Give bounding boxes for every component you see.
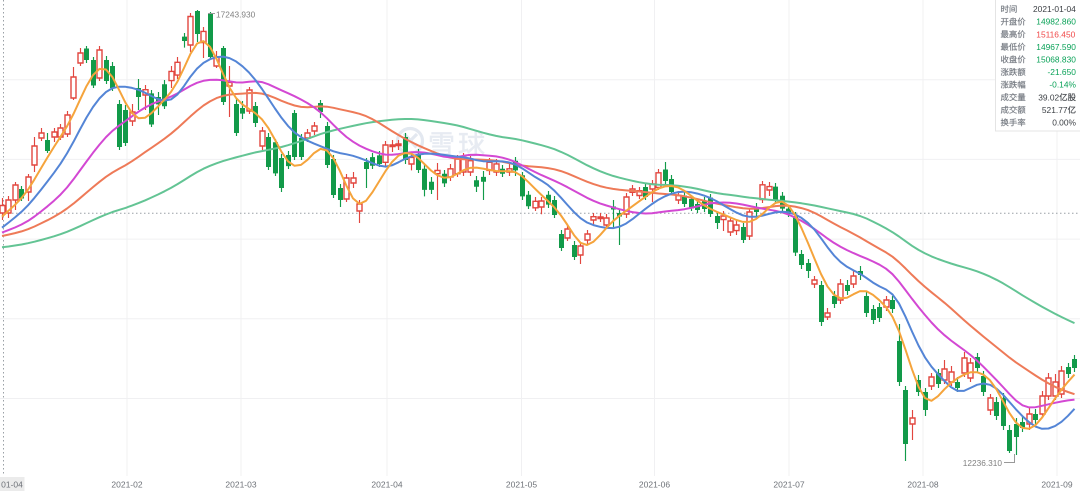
svg-text:14982.860: 14982.860 <box>1036 17 1076 27</box>
svg-text:2021-02: 2021-02 <box>111 480 142 490</box>
svg-text:2021-05: 2021-05 <box>506 480 537 490</box>
svg-text:14967.590: 14967.590 <box>1036 42 1076 52</box>
svg-text:12236.310: 12236.310 <box>963 458 1003 468</box>
svg-text:0.00%: 0.00% <box>1052 118 1076 128</box>
svg-text:2021-06: 2021-06 <box>639 480 670 490</box>
svg-text:2021-04: 2021-04 <box>371 480 402 490</box>
svg-text:17243.930: 17243.930 <box>216 10 256 20</box>
svg-text:2021-03: 2021-03 <box>225 480 256 490</box>
svg-text:2021-08: 2021-08 <box>907 480 938 490</box>
svg-text:01-04: 01-04 <box>1 480 23 490</box>
svg-text:521.77: 521.77 <box>1042 105 1068 115</box>
svg-text:15068.830: 15068.830 <box>1036 55 1076 65</box>
svg-text:2021-07: 2021-07 <box>773 480 804 490</box>
svg-text:39.02: 39.02 <box>1038 92 1059 102</box>
svg-text:2021-01-04: 2021-01-04 <box>1033 4 1076 14</box>
svg-text:2021-09: 2021-09 <box>1041 480 1072 490</box>
svg-text:-21.650: -21.650 <box>1048 67 1077 77</box>
svg-text:15116.450: 15116.450 <box>1036 29 1075 39</box>
svg-text:-0.14%: -0.14% <box>1049 80 1076 90</box>
